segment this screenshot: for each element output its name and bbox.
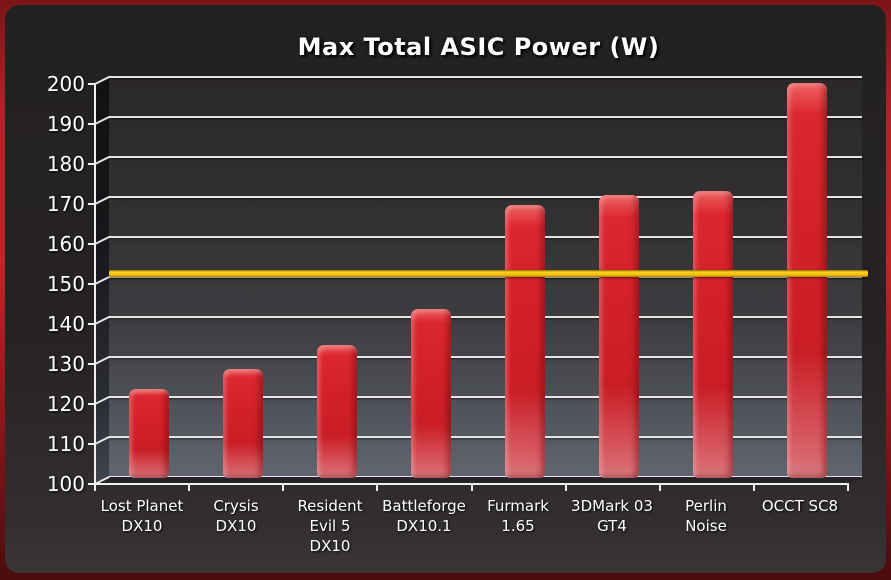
x-axis-tick [564,484,567,491]
gridline [109,436,862,438]
gridline [109,276,862,278]
bar [505,205,545,478]
bar [223,369,263,478]
x-axis-tick [282,484,285,491]
x-axis-tick [94,484,96,491]
bar-chart: 100 110 120 130 140 150 160 170 180 190 200 Lost Pl… [5,5,886,573]
y-axis-label: 150 [46,272,85,296]
gridline [109,396,862,398]
y-axis-label: 110 [46,432,85,456]
x-category-label: Crysis DX10 [213,497,259,535]
gridline [109,316,862,318]
bar [129,389,169,478]
gridline [109,76,862,78]
x-axis-tick [752,484,755,491]
gridline [109,196,862,198]
bar [787,83,827,478]
x-category-label: Resident Evil 5 DX10 [297,497,363,555]
x-axis-tick [470,484,473,491]
y-axis-tick [88,363,95,365]
bar [411,309,451,478]
y-axis-label: 140 [46,312,85,336]
x-category-label: Perlin Noise [685,497,727,535]
y-axis-tick [88,243,95,245]
x-category-label: Lost Planet DX10 [100,497,184,535]
chart-title: Max Total ASIC Power (W) [297,33,660,61]
x-axis-tick [847,484,849,491]
y-axis-label: 200 [46,72,85,96]
x-category-label: 3DMark 03 GT4 [571,497,653,535]
x-axis-line [94,483,849,485]
plot-floor [95,477,863,484]
y-axis-label: 160 [46,232,85,256]
y-axis-label: 190 [46,112,85,136]
y-axis-label: 120 [46,392,85,416]
x-category-label: OCCT SC8 [761,497,839,515]
bar [317,345,357,478]
y-axis-line [94,84,96,484]
chart-panel: Max Total ASIC Power (W) 100 110 120 130 140… [5,5,886,573]
y-axis-label: 130 [46,352,85,376]
bar [693,191,733,478]
plot-back-wall [109,76,862,478]
x-axis-tick [188,484,191,491]
gridline [109,236,862,238]
x-category-label: Furmark 1.65 [487,497,549,535]
power-limit-line [109,269,868,277]
y-axis-tick [88,163,95,165]
y-axis-tick [88,323,95,325]
y-axis-tick [88,483,95,485]
x-axis-tick [658,484,661,491]
y-axis-tick [88,403,95,405]
y-axis-tick [88,443,95,445]
y-axis-tick [88,203,95,205]
gridline [109,156,862,158]
gridline [109,356,862,358]
y-axis-tick [88,283,95,285]
y-axis-label: 180 [46,152,85,176]
y-axis-tick [88,83,95,85]
y-axis-label: 100 [46,472,85,496]
gridline [109,116,862,118]
x-axis-tick [376,484,379,491]
x-category-label: Battleforge DX10.1 [382,497,466,535]
y-axis-tick [88,123,95,125]
y-axis-label: 170 [46,192,85,216]
bar [599,195,639,478]
